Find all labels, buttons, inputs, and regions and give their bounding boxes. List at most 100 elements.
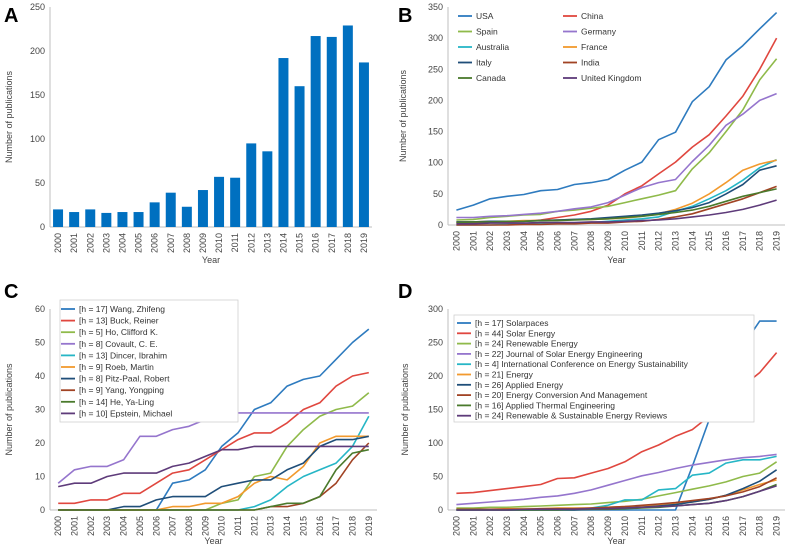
x-tick-label: 2018 (347, 516, 357, 536)
y-tick-label: 300 (428, 304, 443, 314)
x-tick-label: 2005 (536, 231, 546, 251)
x-axis-title: Year (204, 536, 222, 546)
x-tick-label: 2018 (755, 231, 765, 251)
x-tick-label: 2017 (331, 516, 341, 536)
x-tick-label: 2015 (295, 233, 305, 253)
series-line (456, 12, 778, 211)
x-tick-label: 2002 (485, 231, 495, 251)
series-line (57, 412, 369, 484)
legend-label: [h = 13] Buck, Reiner (79, 316, 159, 326)
bar (197, 190, 208, 227)
bar (278, 58, 289, 227)
x-tick-label: 2000 (451, 516, 461, 536)
x-tick-label: 2011 (233, 516, 243, 535)
y-tick-label: 150 (428, 405, 443, 415)
bar (214, 176, 225, 227)
y-tick-label: 250 (428, 338, 443, 348)
y-tick-label: 20 (35, 438, 45, 448)
x-tick-label: 2010 (217, 516, 227, 536)
x-tick-label: 2007 (569, 231, 579, 251)
panel-letter: D (398, 281, 412, 303)
x-tick-label: 2012 (246, 233, 256, 253)
y-axis-title: Number of publications (4, 363, 14, 456)
legend-label: Spain (476, 27, 498, 37)
x-tick-label: 2014 (687, 516, 697, 536)
x-tick-label: 2004 (519, 516, 529, 536)
y-tick-label: 0 (40, 505, 45, 515)
x-tick-label: 2009 (198, 233, 208, 253)
panel-b: B 0 50 100 150 200 250 300 350 2000 2001 2002 2003 20… (398, 2, 785, 265)
x-tick-label: 2003 (502, 231, 512, 251)
series-line (456, 453, 777, 506)
y-axis-title: Number of publications (4, 70, 14, 163)
bar (358, 62, 369, 227)
legend-label: India (581, 58, 600, 68)
x-tick-label: 2006 (553, 231, 563, 251)
x-tick-label: 2018 (343, 233, 353, 253)
x-tick-label: 2002 (85, 233, 95, 253)
y-tick-label: 0 (40, 222, 45, 232)
y-tick-label: 250 (428, 64, 443, 74)
x-tick-label: 2017 (738, 231, 748, 251)
panel-letter: C (4, 281, 18, 303)
bar (149, 202, 160, 227)
x-tick-label: 2001 (69, 233, 79, 253)
bar (165, 192, 176, 227)
y-tick-label: 60 (35, 304, 45, 314)
y-tick-label: 50 (433, 189, 443, 199)
x-tick-label: 2013 (262, 233, 272, 253)
x-tick-label: 2000 (53, 233, 63, 253)
y-tick-label: 150 (428, 127, 443, 137)
x-tick-label: 2008 (184, 516, 194, 536)
x-tick-label: 2011 (230, 233, 240, 252)
x-tick-label: 2003 (502, 516, 512, 536)
y-tick-label: 40 (35, 371, 45, 381)
legend-label: [h = 10] Epstein, Michael (79, 408, 172, 418)
legend-label: [h = 26] Applied Energy (475, 380, 564, 390)
x-tick-label: 2012 (654, 516, 664, 536)
panel-letter: A (4, 5, 18, 27)
legend-label: [h = 17] Solarpaces (475, 318, 548, 328)
legend-label: [h = 44] Solar Energy (475, 328, 556, 338)
bar (53, 209, 64, 227)
x-tick-label: 2013 (670, 231, 680, 251)
legend-box (59, 299, 239, 423)
y-tick-label: 50 (35, 338, 45, 348)
legend: USA China Spain Germany Australia France Italy… (458, 11, 641, 83)
x-tick-label: 2016 (721, 516, 731, 536)
series-line (456, 188, 777, 224)
x-tick-label: 2018 (755, 516, 765, 536)
x-tick-label: 2019 (772, 516, 782, 536)
y-tick-label: 10 (35, 472, 45, 482)
y-tick-label: 150 (30, 90, 45, 100)
series-line (58, 445, 369, 488)
bar (117, 212, 128, 227)
x-tick-label: 2007 (166, 233, 176, 253)
legend-label: [h = 21] Energy (475, 370, 534, 380)
series-line (58, 415, 370, 511)
legend-label: France (581, 42, 608, 52)
bar (262, 151, 273, 227)
x-tick-label: 2016 (721, 231, 731, 251)
x-tick-label: 2009 (200, 516, 210, 536)
legend-label: [h = 9] Roeb, Martin (79, 362, 154, 372)
series-line (58, 371, 369, 505)
legend-label: [h = 14] He, Ya-Ling (79, 397, 154, 407)
y-tick-label: 250 (30, 2, 45, 12)
x-tick-label: 2004 (117, 233, 127, 253)
x-tick-label: 2002 (86, 516, 96, 536)
legend-label: [h = 5] Ho, Clifford K. (79, 327, 158, 337)
legend-box (453, 314, 755, 423)
y-tick-label: 0 (438, 505, 443, 515)
bar (342, 25, 353, 228)
legend-label: China (581, 11, 603, 21)
bar (310, 36, 321, 227)
legend-label: [h = 16] Applied Thermal Engineering (475, 400, 615, 410)
bar (69, 212, 80, 227)
legend-label: [h = 9] Yang, Yongping (79, 385, 164, 395)
x-tick-label: 2009 (603, 231, 613, 251)
x-tick-label: 2006 (553, 516, 563, 536)
x-tick-label: 2008 (182, 233, 192, 253)
x-tick-label: 2012 (654, 231, 664, 251)
